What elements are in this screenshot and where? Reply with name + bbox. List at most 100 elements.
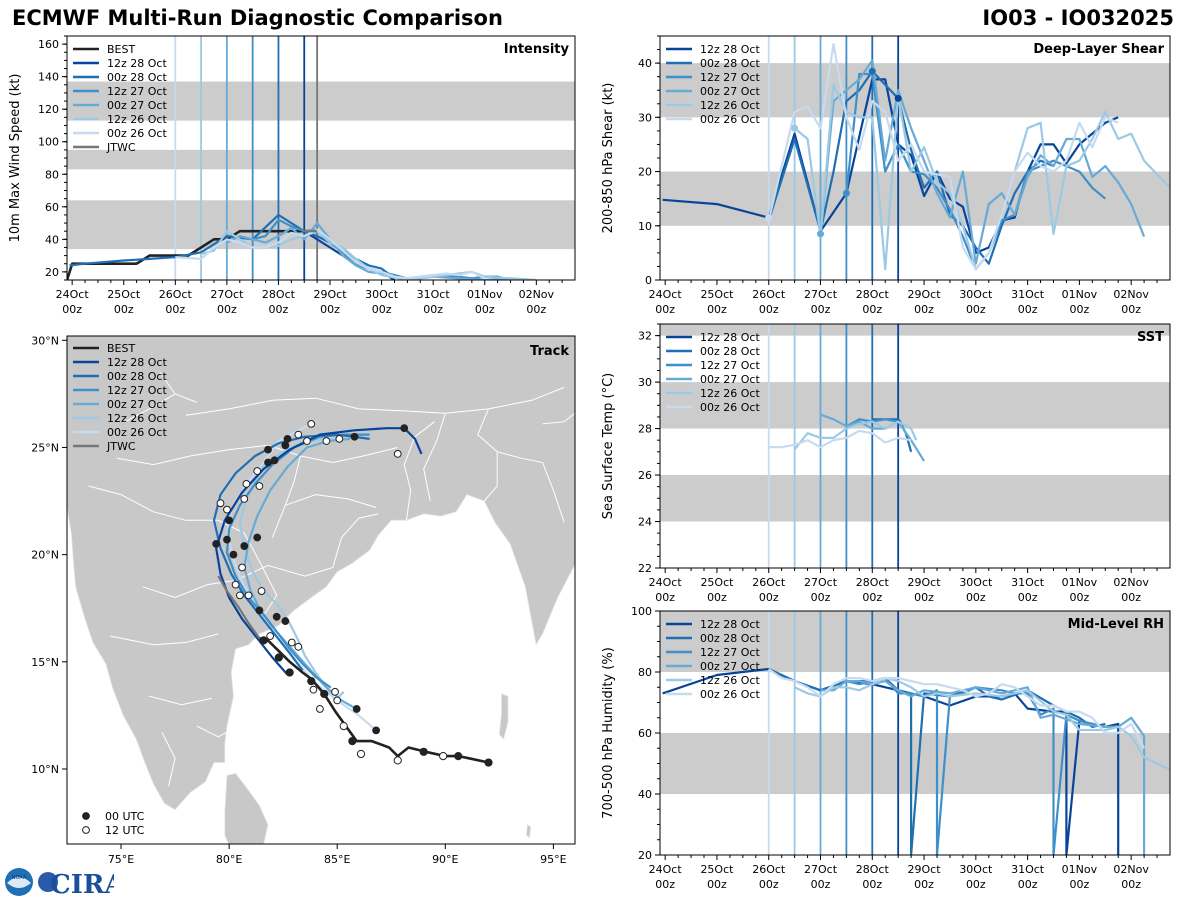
- sst-xtick-label-date: 28Oct: [856, 576, 890, 589]
- sst-ylabel: Sea Surface Temp (°C): [601, 373, 616, 520]
- track-lon-label: 80°E: [216, 853, 242, 866]
- track-point-00utc: [240, 542, 249, 550]
- shear-xtick-label-date: 02Nov: [1113, 288, 1149, 301]
- shear-xtick-label-date: 31Oct: [1011, 288, 1045, 301]
- track-point-00utc: [225, 516, 234, 525]
- best-track-point-12utc: [393, 756, 402, 765]
- sst-threshold-band: [660, 324, 1170, 336]
- sst-xtick-label-hour: 00z: [707, 591, 727, 604]
- sst-xtick-label-date: 25Oct: [700, 576, 734, 589]
- track-series-12z-28-oct: [215, 427, 423, 676]
- shear-xtick-label-hour: 00z: [707, 303, 727, 316]
- shear-ytick-label: 10: [638, 220, 652, 233]
- intensity-xtick-label-hour: 00z: [320, 303, 340, 316]
- track-series-00z-28-oct: [212, 433, 370, 672]
- intensity-threshold-band: [67, 81, 575, 121]
- admin-border: [196, 721, 247, 738]
- rh-ytick-label: 60: [638, 727, 652, 740]
- sst-legend-label-00z-27-oct: 00z 27 Oct: [700, 373, 760, 386]
- intensity-legend-label-12z-28-oct: 12z 28 Oct: [107, 57, 167, 70]
- track-point-12utc: [294, 430, 303, 439]
- shear-plot-area: [660, 36, 1170, 280]
- track-point-12utc: [257, 587, 266, 595]
- track-lon-label: 95°E: [540, 853, 566, 866]
- shear-panel-title: Deep-Layer Shear: [1033, 42, 1164, 57]
- intensity-xtick-label-hour: 00z: [372, 303, 392, 316]
- rh-legend-label-12z-28-oct: 12z 28 Oct: [700, 618, 760, 631]
- shear-xtick-label-hour: 00z: [862, 303, 882, 316]
- intensity-ytick-label: 140: [38, 71, 59, 84]
- admin-border: [497, 451, 565, 523]
- track-legend-label-00z-27-oct: 00z 27 Oct: [107, 398, 167, 411]
- intensity-xtick-label-hour: 00z: [475, 303, 495, 316]
- shear-init-marker-12z-27-oct: [842, 189, 850, 197]
- intensity-xtick-label-hour: 00z: [526, 303, 546, 316]
- track-point-00utc: [223, 535, 231, 544]
- sst-xtick-label-date: 27Oct: [804, 576, 838, 589]
- track-point-12utc: [294, 642, 303, 651]
- intensity-ylabel: 10m Max Wind Speed (kt): [8, 74, 23, 243]
- rh-plot-area: [660, 611, 1170, 855]
- admin-border: [423, 413, 446, 502]
- admin-border: [110, 633, 219, 646]
- track-point-00utc: [352, 705, 361, 713]
- track-lon-label: 75°E: [108, 853, 134, 866]
- shear-init-marker-00z-26-oct: [765, 214, 773, 222]
- best-track-point-00utc: [285, 668, 294, 677]
- rh-xtick-label-date: 02Nov: [1113, 863, 1149, 876]
- sst-xtick-label-date: 31Oct: [1011, 576, 1045, 589]
- sst-xtick-label-date: 24Oct: [649, 576, 683, 589]
- intensity-xtick-label-hour: 00z: [269, 303, 289, 316]
- nicobar-islands: [525, 823, 532, 839]
- rh-threshold-band: [660, 611, 1170, 672]
- best-track-point-12utc: [339, 722, 348, 731]
- track-lat-label: 20°N: [31, 549, 59, 562]
- track-point-12utc: [331, 687, 339, 696]
- sst-xtick-label-hour: 00z: [655, 591, 675, 604]
- intensity-ytick-label: 120: [38, 103, 59, 116]
- admin-border: [285, 494, 377, 508]
- rh-xtick-label-hour: 00z: [966, 878, 986, 891]
- sst-series-00z-27-oct: [820, 413, 926, 462]
- sst-threshold-band: [660, 475, 1170, 522]
- best-track-point-00utc: [484, 758, 493, 767]
- sri-lanka-land: [224, 772, 269, 844]
- intensity-ytick-label: 160: [38, 38, 59, 51]
- shear-xtick-label-date: 01Nov: [1062, 288, 1098, 301]
- track-point-12utc: [335, 434, 344, 443]
- storm-id-title: IO03 - IO032025: [982, 6, 1174, 30]
- intensity-legend-label-12z-26-oct: 12z 26 Oct: [107, 113, 167, 126]
- intensity-xtick-label-date: 24Oct: [56, 288, 90, 301]
- track-point-12utc: [253, 467, 262, 475]
- track-point-12utc: [223, 505, 231, 514]
- shear-xtick-label-date: 29Oct: [908, 288, 942, 301]
- sst-plot-area: [660, 324, 1170, 568]
- intensity-legend-label-00z-27-oct: 00z 27 Oct: [107, 99, 167, 112]
- track-point-12utc: [244, 591, 253, 600]
- best-track-point-00utc: [274, 653, 283, 662]
- sst-ytick-label: 28: [638, 423, 652, 436]
- sst-xtick-label-date: 30Oct: [959, 576, 993, 589]
- sst-xtick-label-hour: 00z: [1018, 591, 1038, 604]
- track-point-00utc: [255, 606, 264, 615]
- rh-xtick-label-date: 27Oct: [804, 863, 838, 876]
- best-track-point-00utc: [307, 676, 316, 686]
- track-lon-label: 85°E: [324, 853, 350, 866]
- shear-xtick-label-hour: 00z: [1070, 303, 1090, 316]
- shear-ytick-label: 30: [638, 111, 652, 124]
- rh-ytick-label: 80: [638, 666, 652, 679]
- admin-border: [125, 393, 176, 423]
- intensity-plot-area: [67, 36, 575, 280]
- rh-ytick-label: 20: [638, 849, 652, 862]
- shear-xtick-label-date: 24Oct: [649, 288, 683, 301]
- track-point-12utc: [322, 437, 331, 445]
- sst-series-00z-26-oct: [768, 429, 912, 449]
- rh-xtick-label-hour: 00z: [655, 878, 675, 891]
- sst-panel-title: SST: [1137, 330, 1164, 345]
- intensity-xtick-label-hour: 00z: [62, 303, 82, 316]
- shear-xtick-label-hour: 00z: [655, 303, 675, 316]
- andaman-islands: [498, 693, 509, 740]
- admin-border: [185, 386, 565, 416]
- intensity-xtick-label-hour: 00z: [165, 303, 185, 316]
- sst-xtick-label-hour: 00z: [966, 591, 986, 604]
